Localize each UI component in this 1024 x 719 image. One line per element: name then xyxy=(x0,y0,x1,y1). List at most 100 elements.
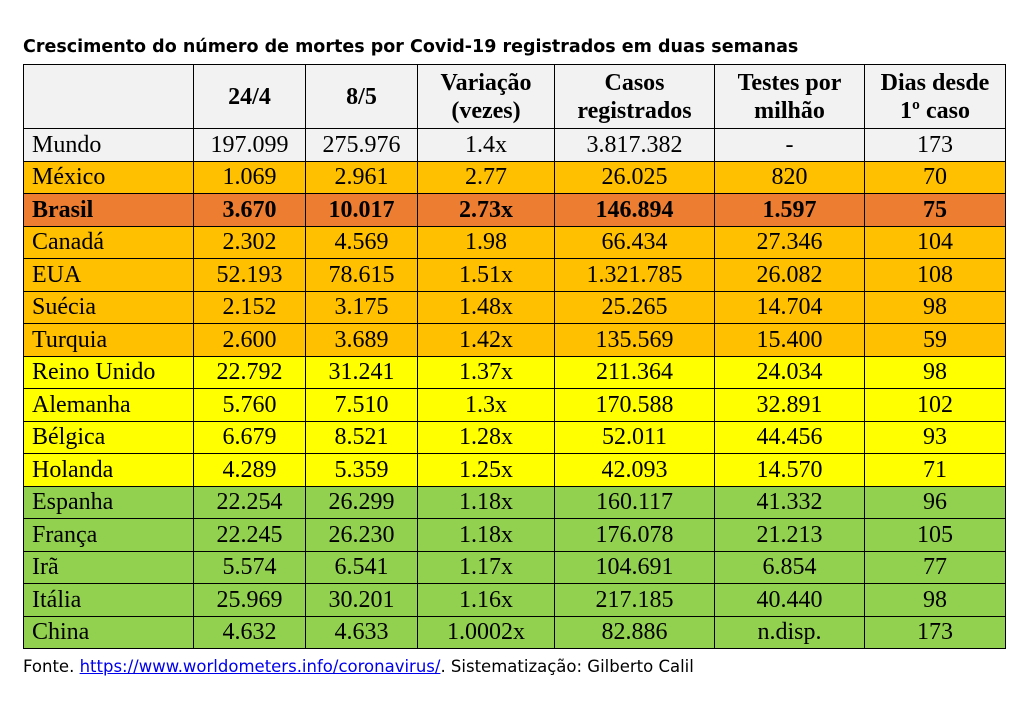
cases-cell: 176.078 xyxy=(554,518,715,552)
days-cell: 105 xyxy=(864,518,1006,552)
header-cases-line: Casos xyxy=(604,69,665,96)
variation-cell: 1.18x xyxy=(417,485,555,519)
header-cases-line: registrados xyxy=(577,97,692,124)
tests-cell: 26.082 xyxy=(714,258,865,292)
header-days-line: 1º caso xyxy=(900,97,970,124)
table-row: EUA 52.193 78.615 1.51x 1.321.785 26.082 108 xyxy=(23,258,1006,292)
header-variation-line: Variação xyxy=(440,69,532,96)
country-cell: Brasil xyxy=(23,193,194,227)
tests-cell: n.disp. xyxy=(714,615,865,649)
deaths-24-4-cell: 2.302 xyxy=(193,225,306,259)
days-cell: 77 xyxy=(864,550,1006,584)
cases-cell: 25.265 xyxy=(554,290,715,324)
deaths-24-4-cell: 1.069 xyxy=(193,160,306,194)
variation-cell: 1.4x xyxy=(417,128,555,162)
table-row: Mundo 197.099 275.976 1.4x 3.817.382-173 xyxy=(23,128,1006,162)
tests-cell: 32.891 xyxy=(714,388,865,422)
cases-cell: 135.569 xyxy=(554,323,715,357)
table-row: Irã 5.574 6.541 1.17x 104.691 6.854 77 xyxy=(23,550,1006,584)
country-cell: Mundo xyxy=(23,128,194,162)
header-8-5-line: 8/5 xyxy=(346,83,377,110)
deaths-8-5-cell: 8.521 xyxy=(305,420,418,454)
header-tests-line: milhão xyxy=(754,97,825,124)
deaths-8-5-cell: 3.175 xyxy=(305,290,418,324)
days-cell: 75 xyxy=(864,193,1006,227)
deaths-8-5-cell: 4.633 xyxy=(305,615,418,649)
variation-cell: 2.73x xyxy=(417,193,555,227)
variation-cell: 1.25x xyxy=(417,453,555,487)
header-tests-line: Testes por xyxy=(737,69,842,96)
cases-cell: 1.321.785 xyxy=(554,258,715,292)
cases-cell: 3.817.382 xyxy=(554,128,715,162)
variation-cell: 1.28x xyxy=(417,420,555,454)
variation-cell: 1.37x xyxy=(417,355,555,389)
source-link[interactable]: https://www.worldometers.info/coronaviru… xyxy=(79,657,441,676)
days-cell: 108 xyxy=(864,258,1006,292)
deaths-24-4-cell: 22.792 xyxy=(193,355,306,389)
deaths-24-4-cell: 4.632 xyxy=(193,615,306,649)
deaths-8-5-cell: 7.510 xyxy=(305,388,418,422)
table-row: México 1.069 2.961 2.77 26.025 820 70 xyxy=(23,160,1006,194)
days-cell: 173 xyxy=(864,128,1006,162)
footer-suffix: . Sistematização: Gilberto Calil xyxy=(440,657,694,676)
country-cell: Irã xyxy=(23,550,194,584)
table-row: Espanha 22.254 26.299 1.18x 160.117 41.332 96 xyxy=(23,485,1006,519)
deaths-24-4-cell: 2.152 xyxy=(193,290,306,324)
variation-cell: 2.77 xyxy=(417,160,555,194)
country-cell: Itália xyxy=(23,583,194,617)
variation-cell: 1.17x xyxy=(417,550,555,584)
header-row: 24/4 8/5 Variação (vezes) Casos registrados Te… xyxy=(23,64,1006,129)
deaths-24-4-cell: 22.245 xyxy=(193,518,306,552)
tests-cell: 6.854 xyxy=(714,550,865,584)
covid-deaths-table: 24/4 8/5 Variação (vezes) Casos registrados Te… xyxy=(23,64,1006,649)
deaths-24-4-cell: 52.193 xyxy=(193,258,306,292)
deaths-24-4-cell: 25.969 xyxy=(193,583,306,617)
deaths-8-5-cell: 26.230 xyxy=(305,518,418,552)
variation-cell: 1.42x xyxy=(417,323,555,357)
tests-cell: - xyxy=(714,128,865,162)
header-variation-line: (vezes) xyxy=(451,97,521,124)
cases-cell: 146.894 xyxy=(554,193,715,227)
tests-cell: 41.332 xyxy=(714,485,865,519)
days-cell: 98 xyxy=(864,583,1006,617)
deaths-8-5-cell: 5.359 xyxy=(305,453,418,487)
variation-cell: 1.48x xyxy=(417,290,555,324)
header-cases: Casos registrados xyxy=(554,64,715,129)
variation-cell: 1.98 xyxy=(417,225,555,259)
deaths-8-5-cell: 2.961 xyxy=(305,160,418,194)
table-body: Mundo 197.099 275.976 1.4x 3.817.382-173 Méxi… xyxy=(23,128,1006,649)
deaths-24-4-cell: 5.760 xyxy=(193,388,306,422)
deaths-8-5-cell: 275.976 xyxy=(305,128,418,162)
days-cell: 96 xyxy=(864,485,1006,519)
table-row: Bélgica 6.679 8.521 1.28x 52.011 44.456 93 xyxy=(23,420,1006,454)
header-days-line: Dias desde xyxy=(880,69,990,96)
table-row: Canadá 2.302 4.569 1.98 66.434 27.346 104 xyxy=(23,225,1006,259)
days-cell: 173 xyxy=(864,615,1006,649)
table-row: Reino Unido 22.792 31.241 1.37x 211.364 24.03… xyxy=(23,355,1006,389)
cases-cell: 26.025 xyxy=(554,160,715,194)
footer-prefix: Fonte. xyxy=(23,657,80,676)
header-variation: Variação (vezes) xyxy=(417,64,555,129)
cases-cell: 82.886 xyxy=(554,615,715,649)
country-cell: Turquia xyxy=(23,323,194,357)
deaths-8-5-cell: 3.689 xyxy=(305,323,418,357)
tests-cell: 40.440 xyxy=(714,583,865,617)
cases-cell: 170.588 xyxy=(554,388,715,422)
country-cell: EUA xyxy=(23,258,194,292)
table-row: China 4.632 4.633 1.0002x 82.886 n.disp. 173 xyxy=(23,615,1006,649)
deaths-8-5-cell: 30.201 xyxy=(305,583,418,617)
deaths-24-4-cell: 3.670 xyxy=(193,193,306,227)
country-cell: Holanda xyxy=(23,453,194,487)
variation-cell: 1.18x xyxy=(417,518,555,552)
days-cell: 98 xyxy=(864,290,1006,324)
header-country xyxy=(23,64,194,129)
table-title: Crescimento do número de mortes por Covi… xyxy=(23,37,799,57)
country-cell: Canadá xyxy=(23,225,194,259)
tests-cell: 44.456 xyxy=(714,420,865,454)
tests-cell: 1.597 xyxy=(714,193,865,227)
variation-cell: 1.16x xyxy=(417,583,555,617)
tests-cell: 15.400 xyxy=(714,323,865,357)
table-row: Turquia 2.600 3.689 1.42x 135.569 15.400 59 xyxy=(23,323,1006,357)
deaths-8-5-cell: 10.017 xyxy=(305,193,418,227)
days-cell: 70 xyxy=(864,160,1006,194)
